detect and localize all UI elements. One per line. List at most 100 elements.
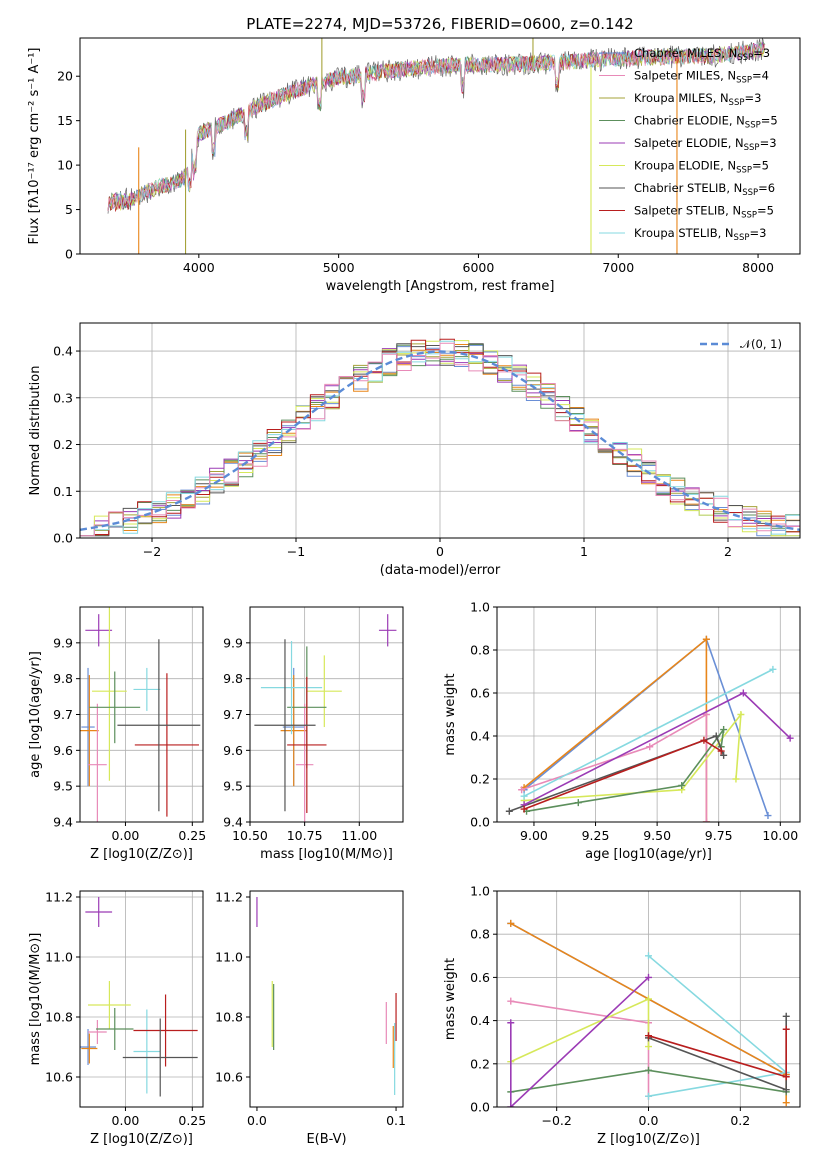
x-axis-label: E(B-V)	[306, 1132, 346, 1147]
mass_vs_Z-plot-area	[80, 891, 203, 1107]
axes-frame	[496, 606, 801, 823]
weight-marker	[507, 1103, 515, 1107]
y-axis-label: Normed distribution	[28, 366, 43, 496]
weight-marker	[645, 1032, 652, 1040]
weight-line	[510, 1000, 650, 1097]
x-tick-label: 9.00	[520, 828, 548, 843]
weight-marker	[732, 775, 740, 783]
errorbar-point	[260, 641, 323, 735]
axes-frame	[249, 606, 404, 823]
x-axis-label: (data-model)/error	[380, 563, 501, 578]
y-tick-label: 0.4	[470, 729, 490, 744]
weight-marker	[782, 1012, 790, 1020]
weight-marker	[712, 732, 720, 740]
weight-line	[648, 1016, 787, 1091]
weight-marker	[769, 665, 777, 673]
errorbar-point	[81, 667, 95, 787]
weight-marker	[717, 747, 725, 755]
y-tick-label: 0.3	[53, 390, 73, 405]
y-axis-label: Flux [fλ10⁻¹⁷ erg cm⁻² s⁻¹ A⁻¹]	[27, 48, 42, 245]
spectrum-panel: 4000 5000 6000 7000 8000 0 5 10 15 20 wavelength […	[27, 37, 801, 294]
spectrum-legend: Chabrier MILES, NSSP=3 Salpeter MILES, NS…	[599, 46, 778, 243]
x-tick-label: 0.2	[730, 1113, 750, 1128]
weight-marker	[645, 1043, 652, 1051]
errorbar-point	[122, 1018, 198, 1097]
x-tick-label: 0.0	[247, 1113, 267, 1128]
legend-entry: 𝒩(0, 1)	[740, 337, 782, 351]
errorbar-point	[80, 675, 99, 787]
x-axis-label: wavelength [Angstrom, rest frame]	[326, 279, 555, 294]
mass_vs_ebv-panel: 0.0 0.1 10.6 10.8 11.0 11.2 E(B-V)	[215, 890, 406, 1148]
x-tick-label: 4000	[183, 260, 215, 275]
weight-marker	[646, 743, 654, 751]
weight-marker	[786, 734, 794, 742]
errorbar-point	[85, 897, 113, 927]
y-tick-label: 10.6	[215, 1070, 243, 1085]
legend-entry: Chabrier STELIB, NSSP=6	[634, 181, 775, 198]
weight-line	[521, 713, 708, 822]
weight-marker	[645, 952, 652, 960]
errorbar-point	[88, 981, 131, 1029]
weight-marker	[507, 919, 515, 927]
x-tick-label: 11.00	[341, 828, 377, 843]
legend-entry: Chabrier MILES, NSSP=3	[634, 46, 770, 63]
y-tick-label: 0.6	[470, 970, 490, 985]
y-tick-label: 9.5	[53, 779, 73, 794]
y-tick-label: 0.2	[470, 772, 490, 787]
y-tick-label: 15	[57, 113, 73, 128]
y-axis-label: age [log10(age/yr)]	[28, 651, 43, 778]
y-tick-label: 11.2	[215, 890, 243, 905]
x-axis-label: Z [log10(Z/Z⊙)]	[597, 1132, 700, 1147]
errorbar-point	[378, 614, 397, 647]
y-tick-label: 9.7	[223, 707, 243, 722]
x-tick-label: −0.2	[542, 1113, 572, 1128]
y-tick-label: 10	[57, 158, 73, 173]
weight-line	[524, 711, 742, 802]
y-tick-label: 9.9	[223, 635, 243, 650]
x-tick-label: 2	[724, 544, 732, 559]
figure-title: PLATE=2274, MJD=53726, FIBERID=0600, z=0…	[246, 15, 633, 33]
x-tick-label: 10.75	[287, 828, 323, 843]
weight-marker	[739, 689, 747, 697]
axes-frame	[249, 890, 404, 1108]
y-tick-label: 10.8	[215, 1010, 243, 1025]
weight-marker	[782, 1025, 790, 1033]
age_vs_mass-plot-area	[250, 607, 403, 822]
weight-marker	[720, 751, 728, 759]
age_vs_mass-panel: 10.50 10.75 11.00 9.4 9.5 9.6 9.7 9.8 9.9 mass [l…	[223, 606, 404, 862]
y-axis-label: mass weight	[443, 958, 458, 1040]
weight-marker	[764, 812, 772, 820]
x-tick-label: −2	[143, 544, 161, 559]
weight-marker	[518, 786, 526, 794]
y-tick-label: 9.5	[223, 779, 243, 794]
mass_weight_vs_Z-panel: −0.2 0.0 0.2 0.0 0.2 0.4 0.6 0.8 1.0 Z [log10(Z/Z…	[443, 884, 801, 1147]
weight-marker	[520, 805, 528, 813]
axes-frame	[496, 890, 801, 1108]
y-tick-label: 11.0	[45, 950, 73, 965]
weight-marker	[702, 818, 710, 822]
errorbar-point	[306, 655, 342, 728]
y-tick-label: 0.2	[53, 437, 73, 452]
weight-marker	[645, 1066, 652, 1074]
weight-marker	[702, 635, 710, 643]
legend-entry: Kroupa STELIB, NSSP=3	[634, 226, 766, 243]
errorbar-point	[254, 639, 316, 812]
age_vs_Z-plot-area	[80, 607, 203, 822]
y-tick-label: 1.0	[470, 600, 490, 615]
weight-marker	[507, 997, 515, 1005]
weight-marker	[645, 973, 652, 981]
x-tick-label: 10.50	[232, 828, 268, 843]
y-tick-label: 20	[57, 69, 73, 84]
x-tick-label: 1	[580, 544, 588, 559]
weight-marker	[737, 711, 745, 718]
x-tick-label: 0.00	[112, 1113, 140, 1128]
y-tick-label: 0	[65, 247, 73, 262]
mass_weight_vs_Z-plot-area	[497, 891, 800, 1107]
y-tick-label: 9.8	[223, 671, 243, 686]
mass_weight_vs_age-plot-area	[497, 607, 800, 822]
errorbar-point	[88, 703, 107, 822]
y-axis-label: mass weight	[443, 673, 458, 755]
errorbar-point	[80, 1029, 97, 1065]
errorbar-point	[134, 673, 199, 817]
errorbar-point	[89, 671, 141, 744]
